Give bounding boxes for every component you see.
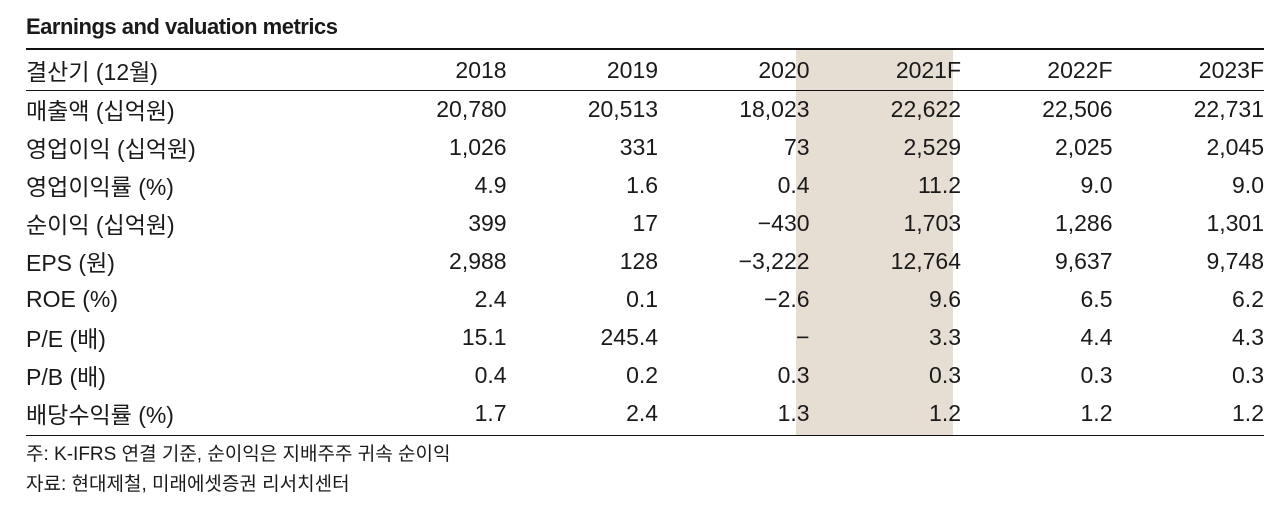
table-cell: − — [796, 323, 810, 350]
table-cell: −3,222 — [738, 247, 810, 274]
row-label: ROE (%) — [26, 285, 118, 312]
table-title: Earnings and valuation metrics — [26, 14, 338, 39]
table-cell: 3.3 — [929, 323, 962, 350]
table-cell: 1.2 — [1080, 399, 1113, 426]
header-year: 2020 — [758, 56, 810, 83]
table-cell: 0.2 — [626, 361, 659, 388]
table-cell: 1,301 — [1206, 209, 1264, 236]
table-cell: 1.2 — [929, 399, 962, 426]
table-cell: 9.6 — [929, 285, 962, 312]
metrics-table: 결산기 (12월) 2018 2019 2020 2021F 2022F 202… — [26, 50, 1264, 432]
header-year: 2022F — [1047, 56, 1113, 83]
table-cell: 0.4 — [777, 171, 810, 198]
table-cell: 2,045 — [1206, 133, 1264, 160]
table-cell: 245.4 — [600, 323, 659, 350]
table-cell: 331 — [619, 133, 659, 160]
top-rule — [26, 48, 1264, 50]
table-cell: 399 — [468, 209, 507, 236]
table-body: 매출액 (십억원) 20,780 20,513 18,023 22,622 22… — [26, 90, 1264, 432]
header-row: 결산기 (12월) 2018 2019 2020 2021F 2022F 202… — [26, 50, 1264, 90]
table-cell: 4.3 — [1232, 323, 1264, 350]
row-label: 영업이익 (십억원) — [26, 136, 196, 162]
table-cell: 9,748 — [1206, 247, 1264, 274]
table-cell: 0.4 — [474, 361, 507, 388]
table-cell: 22,622 — [890, 95, 962, 122]
table-row: ROE (%) 2.4 0.1 −2.6 9.6 6.5 6.2 — [26, 280, 1264, 318]
table-row: 영업이익률 (%) 4.9 1.6 0.4 11.2 9.0 9.0 — [26, 166, 1264, 204]
row-label: 배당수익률 (%) — [26, 402, 174, 428]
header-year: 2023F — [1198, 56, 1264, 83]
table-cell: 22,506 — [1042, 95, 1113, 122]
table-cell: 9.0 — [1232, 171, 1264, 198]
table-row: P/E (배) 15.1 245.4 − 3.3 4.4 4.3 — [26, 318, 1264, 356]
table-cell: 6.5 — [1080, 285, 1113, 312]
table-cell: 0.3 — [1080, 361, 1113, 388]
row-label: 순이익 (십억원) — [26, 212, 175, 238]
table-cell: 0.1 — [626, 285, 659, 312]
table-cell: 6.2 — [1232, 285, 1264, 312]
table-cell: 0.3 — [1232, 361, 1264, 388]
table-cell: 0.3 — [777, 361, 810, 388]
table-cell: 1,703 — [903, 209, 962, 236]
table-notes: 주: K-IFRS 연결 기준, 순이익은 지배주주 귀속 순이익 자료: 현대… — [26, 440, 450, 500]
table-cell: 20,513 — [587, 95, 659, 122]
table-row: 순이익 (십억원) 399 17 −430 1,703 1,286 1,301 — [26, 204, 1264, 242]
table-cell: 17 — [632, 209, 659, 236]
table-cell: −2.6 — [764, 285, 810, 312]
table-cell: 4.4 — [1080, 323, 1113, 350]
table-cell: 128 — [619, 247, 659, 274]
table-row: 배당수익률 (%) 1.7 2.4 1.3 1.2 1.2 1.2 — [26, 394, 1264, 432]
table-row: 영업이익 (십억원) 1,026 331 73 2,529 2,025 2,04… — [26, 128, 1264, 166]
table-cell: 18,023 — [739, 95, 810, 122]
table-cell: 9.0 — [1080, 171, 1113, 198]
table-cell: 1.6 — [626, 171, 659, 198]
table-cell: 11.2 — [917, 171, 962, 198]
table-cell: 2.4 — [474, 285, 507, 312]
row-label: EPS (원) — [26, 250, 115, 276]
table-cell: −430 — [757, 209, 810, 236]
table-cell: 2.4 — [626, 399, 659, 426]
table-cell: 73 — [783, 133, 810, 160]
bottom-rule — [26, 435, 1264, 436]
table-cell: 1.2 — [1232, 399, 1264, 426]
table-cell: 22,731 — [1193, 95, 1264, 122]
row-label: P/E (배) — [26, 326, 106, 352]
table-cell: 2,529 — [903, 133, 962, 160]
source-note: 자료: 현대제철, 미래에셋증권 리서치센터 — [26, 474, 350, 495]
header-year: 2018 — [455, 56, 507, 83]
table-row: EPS (원) 2,988 128 −3,222 12,764 9,637 9,… — [26, 242, 1264, 280]
table-cell: 2,988 — [449, 247, 507, 274]
table-row: 매출액 (십억원) 20,780 20,513 18,023 22,622 22… — [26, 90, 1264, 128]
table-cell: 20,780 — [436, 95, 507, 122]
table-cell: 1,286 — [1054, 209, 1113, 236]
table-cell: 1.7 — [474, 399, 507, 426]
table-cell: 0.3 — [929, 361, 962, 388]
table-cell: 15.1 — [461, 323, 507, 350]
table-cell: 4.9 — [474, 171, 507, 198]
row-label: 영업이익률 (%) — [26, 174, 174, 200]
table-row: P/B (배) 0.4 0.2 0.3 0.3 0.3 0.3 — [26, 356, 1264, 394]
row-label: 매출액 (십억원) — [26, 98, 175, 124]
table-cell: 1.3 — [777, 399, 810, 426]
footnote: 주: K-IFRS 연결 기준, 순이익은 지배주주 귀속 순이익 — [26, 444, 451, 465]
row-label: P/B (배) — [26, 364, 106, 390]
table-cell: 9,637 — [1054, 247, 1113, 274]
header-label: 결산기 (12월) — [26, 59, 158, 85]
header-year: 2019 — [606, 56, 659, 83]
table-cell: 12,764 — [890, 247, 962, 274]
forecast-column-highlight — [796, 50, 953, 435]
header-year: 2021F — [895, 56, 962, 83]
header-rule — [26, 90, 1264, 91]
table-cell: 2,025 — [1054, 133, 1113, 160]
table-cell: 1,026 — [449, 133, 507, 160]
